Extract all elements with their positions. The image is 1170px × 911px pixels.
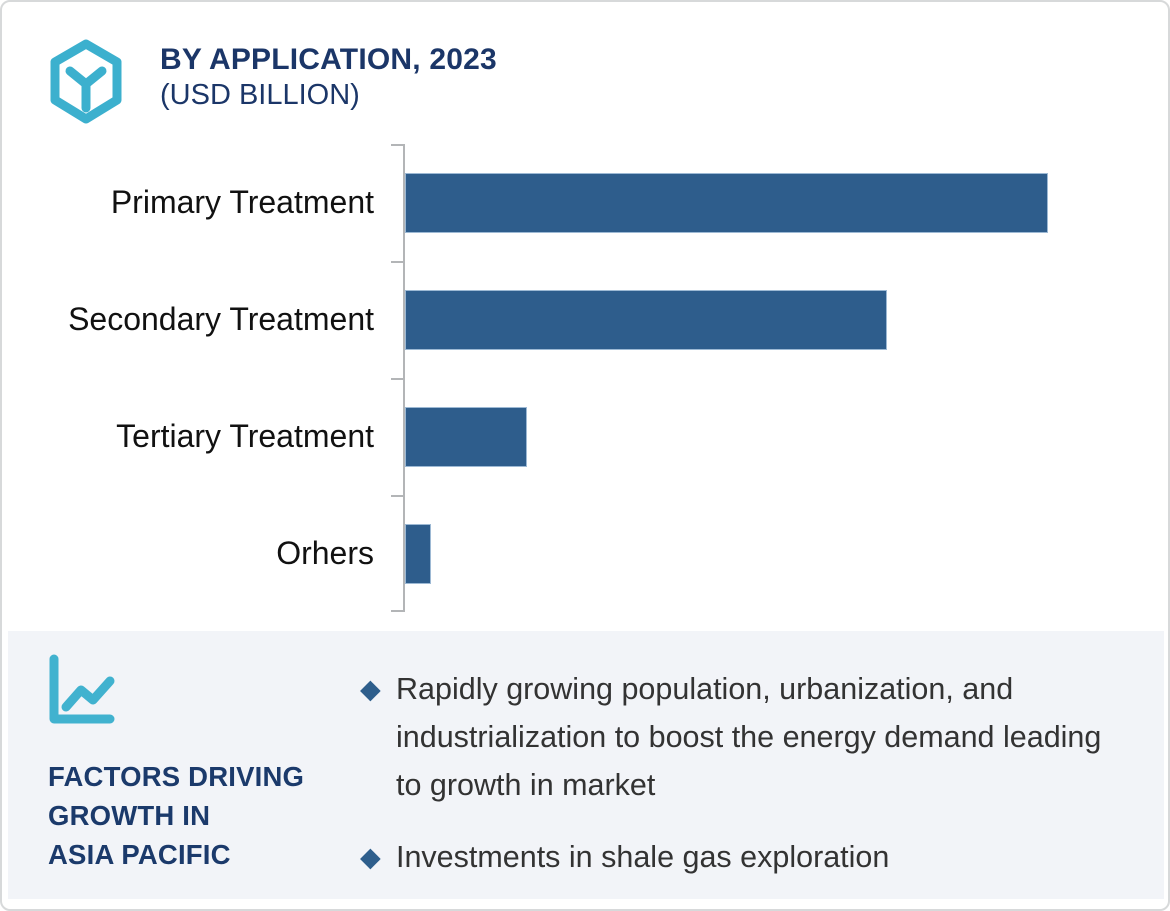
factors-heading-line: GROWTH IN bbox=[48, 800, 211, 831]
factors-bullet-list: ◆ Rapidly growing population, urbanizati… bbox=[360, 665, 1108, 881]
bullet-text: Investments in shale gas exploration bbox=[396, 840, 890, 874]
bar bbox=[405, 523, 431, 584]
chart-header: BY APPLICATION, 2023 (USD BILLION) bbox=[46, 38, 497, 126]
list-item: ◆ Investments in shale gas exploration bbox=[360, 833, 1108, 881]
bar bbox=[405, 406, 527, 467]
line-chart-icon bbox=[49, 654, 115, 724]
factors-panel: FACTORS DRIVING GROWTH IN ASIA PACIFIC ◆… bbox=[8, 631, 1164, 899]
bullet-text: Rapidly growing population, urbanization… bbox=[396, 672, 1102, 802]
axis-tick bbox=[391, 144, 404, 146]
axis-tick bbox=[391, 261, 404, 263]
factors-heading-line: FACTORS DRIVING bbox=[48, 761, 305, 792]
hexagon-cube-icon bbox=[50, 39, 122, 124]
axis-tick bbox=[391, 495, 404, 497]
chart-subtitle: (USD BILLION) bbox=[160, 79, 360, 111]
factors-heading-line: ASIA PACIFIC bbox=[48, 839, 231, 870]
bar-plot: Primary Treatment Secondary Treatment Tert… bbox=[2, 144, 1168, 612]
category-label: Secondary Treatment bbox=[68, 301, 374, 337]
category-label: Tertiary Treatment bbox=[116, 418, 374, 454]
bar bbox=[405, 289, 887, 350]
bar bbox=[405, 172, 1048, 233]
y-axis-line bbox=[403, 144, 405, 612]
diamond-bullet-icon: ◆ bbox=[360, 842, 381, 872]
axis-tick bbox=[391, 378, 404, 380]
diamond-bullet-icon: ◆ bbox=[360, 674, 381, 704]
list-item: ◆ Rapidly growing population, urbanizati… bbox=[360, 665, 1108, 809]
category-label: Orhers bbox=[276, 535, 374, 571]
title-block: BY APPLICATION, 2023 (USD BILLION) bbox=[160, 38, 497, 112]
category-label: Primary Treatment bbox=[110, 184, 374, 220]
chart-title: BY APPLICATION, 2023 bbox=[160, 43, 497, 76]
axis-tick bbox=[391, 610, 404, 612]
factors-heading: FACTORS DRIVING GROWTH IN ASIA PACIFIC bbox=[48, 757, 304, 874]
